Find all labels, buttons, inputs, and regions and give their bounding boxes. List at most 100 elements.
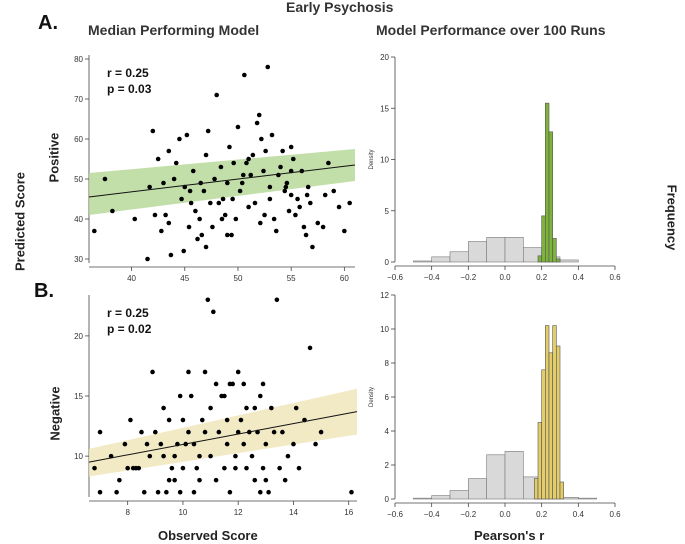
figure-suptitle: Early Psychosis (286, 0, 394, 15)
left-column-title: Median Performing Model (88, 22, 260, 38)
positive-histogram-model-bar (541, 215, 546, 263)
positive-scatter-point (197, 216, 202, 222)
positive-scatter-point (199, 232, 205, 238)
negative-scatter-point (166, 477, 172, 483)
positive-scatter-y-tick-label: 50 (74, 175, 83, 184)
negative-scatter-point (277, 465, 282, 471)
positive-scatter-point (250, 152, 256, 158)
positive-scatter-point (261, 168, 266, 174)
panel-a-letter: A. (38, 12, 58, 34)
positive-histogram-model-bar (545, 102, 550, 263)
positive-scatter-y-tick-label: 30 (74, 255, 83, 264)
positive-histogram-x-tick-label: 0.2 (536, 273, 548, 282)
negative-histogram-null-bar (413, 497, 432, 500)
positive-scatter-point (201, 188, 207, 194)
positive-scatter-point (282, 188, 288, 194)
negative-scatter-point (194, 465, 200, 471)
negative-histogram-null-bar (449, 490, 469, 500)
positive-scatter-point (265, 64, 271, 70)
positive-scatter-point (303, 232, 309, 238)
negative-scatter-point (313, 441, 318, 447)
negative-scatter-point (155, 489, 161, 495)
positive-scatter-point (347, 200, 352, 206)
negative-scatter-y-tick-label: 20 (74, 332, 83, 341)
negative-histogram-model-bar (552, 325, 557, 500)
positive-scatter-point (278, 164, 283, 170)
negative-scatter-point (349, 489, 354, 495)
negative-scatter-point (213, 477, 219, 483)
negative-scatter-point (235, 369, 241, 375)
positive-scatter-point (168, 252, 174, 258)
positive-scatter-point (210, 224, 215, 230)
negative-scatter-point (257, 489, 263, 495)
positive-scatter-y-tick-label: 70 (74, 95, 83, 104)
negative-scatter-point (227, 381, 233, 387)
hist-xlabel: Pearson's r (474, 528, 545, 543)
negative-scatter-point (227, 489, 233, 495)
negative-scatter-point (161, 405, 166, 411)
negative-histogram-y-tick-label: 4 (385, 427, 390, 436)
negative-scatter-point (177, 489, 183, 495)
negative-histogram-model-bar (556, 345, 561, 500)
positive-scatter-point (205, 128, 211, 134)
negative-histogram-null-bar (486, 454, 506, 500)
positive-scatter-point (159, 228, 164, 234)
positive-scatter-point (203, 244, 209, 250)
negative-scatter-point (266, 489, 271, 495)
negative-scatter-point (188, 393, 194, 399)
positive-scatter-point (242, 72, 247, 78)
negative-scatter-point (260, 465, 266, 471)
positive-scatter-point (288, 192, 294, 198)
positive-scatter-point (244, 160, 249, 166)
positive-histogram-model-bar (548, 131, 553, 263)
negative-histogram-y-tick-label: 10 (380, 325, 389, 334)
negative-histogram-y-label: Density (369, 387, 375, 407)
negative-scatter-point (180, 417, 186, 423)
negative-histogram-model-bar (541, 369, 546, 500)
positive-scatter-point (320, 224, 326, 230)
positive-histogram-null-bar (431, 256, 451, 263)
positive-histogram-x-tick-label: −0.2 (460, 273, 476, 282)
negative-histogram-model-bar (545, 325, 550, 500)
positive-scatter-point (230, 196, 235, 202)
positive-scatter-point (166, 220, 172, 226)
negative-scatter-point (307, 345, 313, 351)
negative-histogram-y-tick-label: 2 (385, 461, 390, 470)
positive-scatter-point (102, 176, 108, 182)
negative-histogram-x-tick-label: 0.0 (499, 510, 511, 519)
positive-scatter-point (161, 180, 166, 186)
positive-scatter-point (145, 256, 150, 262)
negative-histogram-y-tick-label: 0 (385, 495, 390, 504)
positive-histogram-x-tick-label: −0.6 (387, 273, 403, 282)
negative-scatter-point (197, 477, 202, 483)
positive-scatter-point (171, 176, 177, 182)
positive-histogram-y-label: Density (369, 149, 375, 169)
negative-scatter-point (202, 369, 208, 375)
positive-scatter-point (271, 216, 277, 222)
positive-scatter-point (173, 160, 179, 166)
negative-scatter-annotation: r = 0.25 (107, 306, 149, 320)
positive-scatter-point (305, 184, 311, 190)
negative-scatter-point (202, 429, 208, 435)
positive-scatter-point (216, 200, 222, 206)
positive-scatter-point (190, 168, 196, 174)
negative-scatter-point (169, 465, 175, 471)
positive-scatter-point (188, 200, 194, 206)
positive-scatter-point (166, 148, 172, 154)
positive-histogram-y-tick-label: 20 (380, 53, 389, 62)
negative-scatter-point (241, 381, 247, 387)
negative-scatter-point (164, 489, 169, 495)
positive-scatter-point (240, 172, 246, 178)
negative-histogram-x-tick-label: −0.6 (387, 510, 403, 519)
positive-histogram-null-bar (504, 237, 524, 263)
negative-scatter-x-tick-label: 10 (178, 508, 187, 517)
negative-scatter-point (139, 429, 144, 435)
negative-scatter-x-tick-label: 8 (125, 508, 130, 517)
negative-scatter-point (260, 381, 266, 387)
negative-scatter-point (177, 393, 183, 399)
negative-scatter-point (244, 465, 249, 471)
negative-scatter-point (197, 453, 202, 459)
positive-scatter-point (304, 192, 310, 198)
negative-histogram-y-tick-label: 8 (385, 359, 390, 368)
positive-scatter-point (163, 212, 168, 218)
